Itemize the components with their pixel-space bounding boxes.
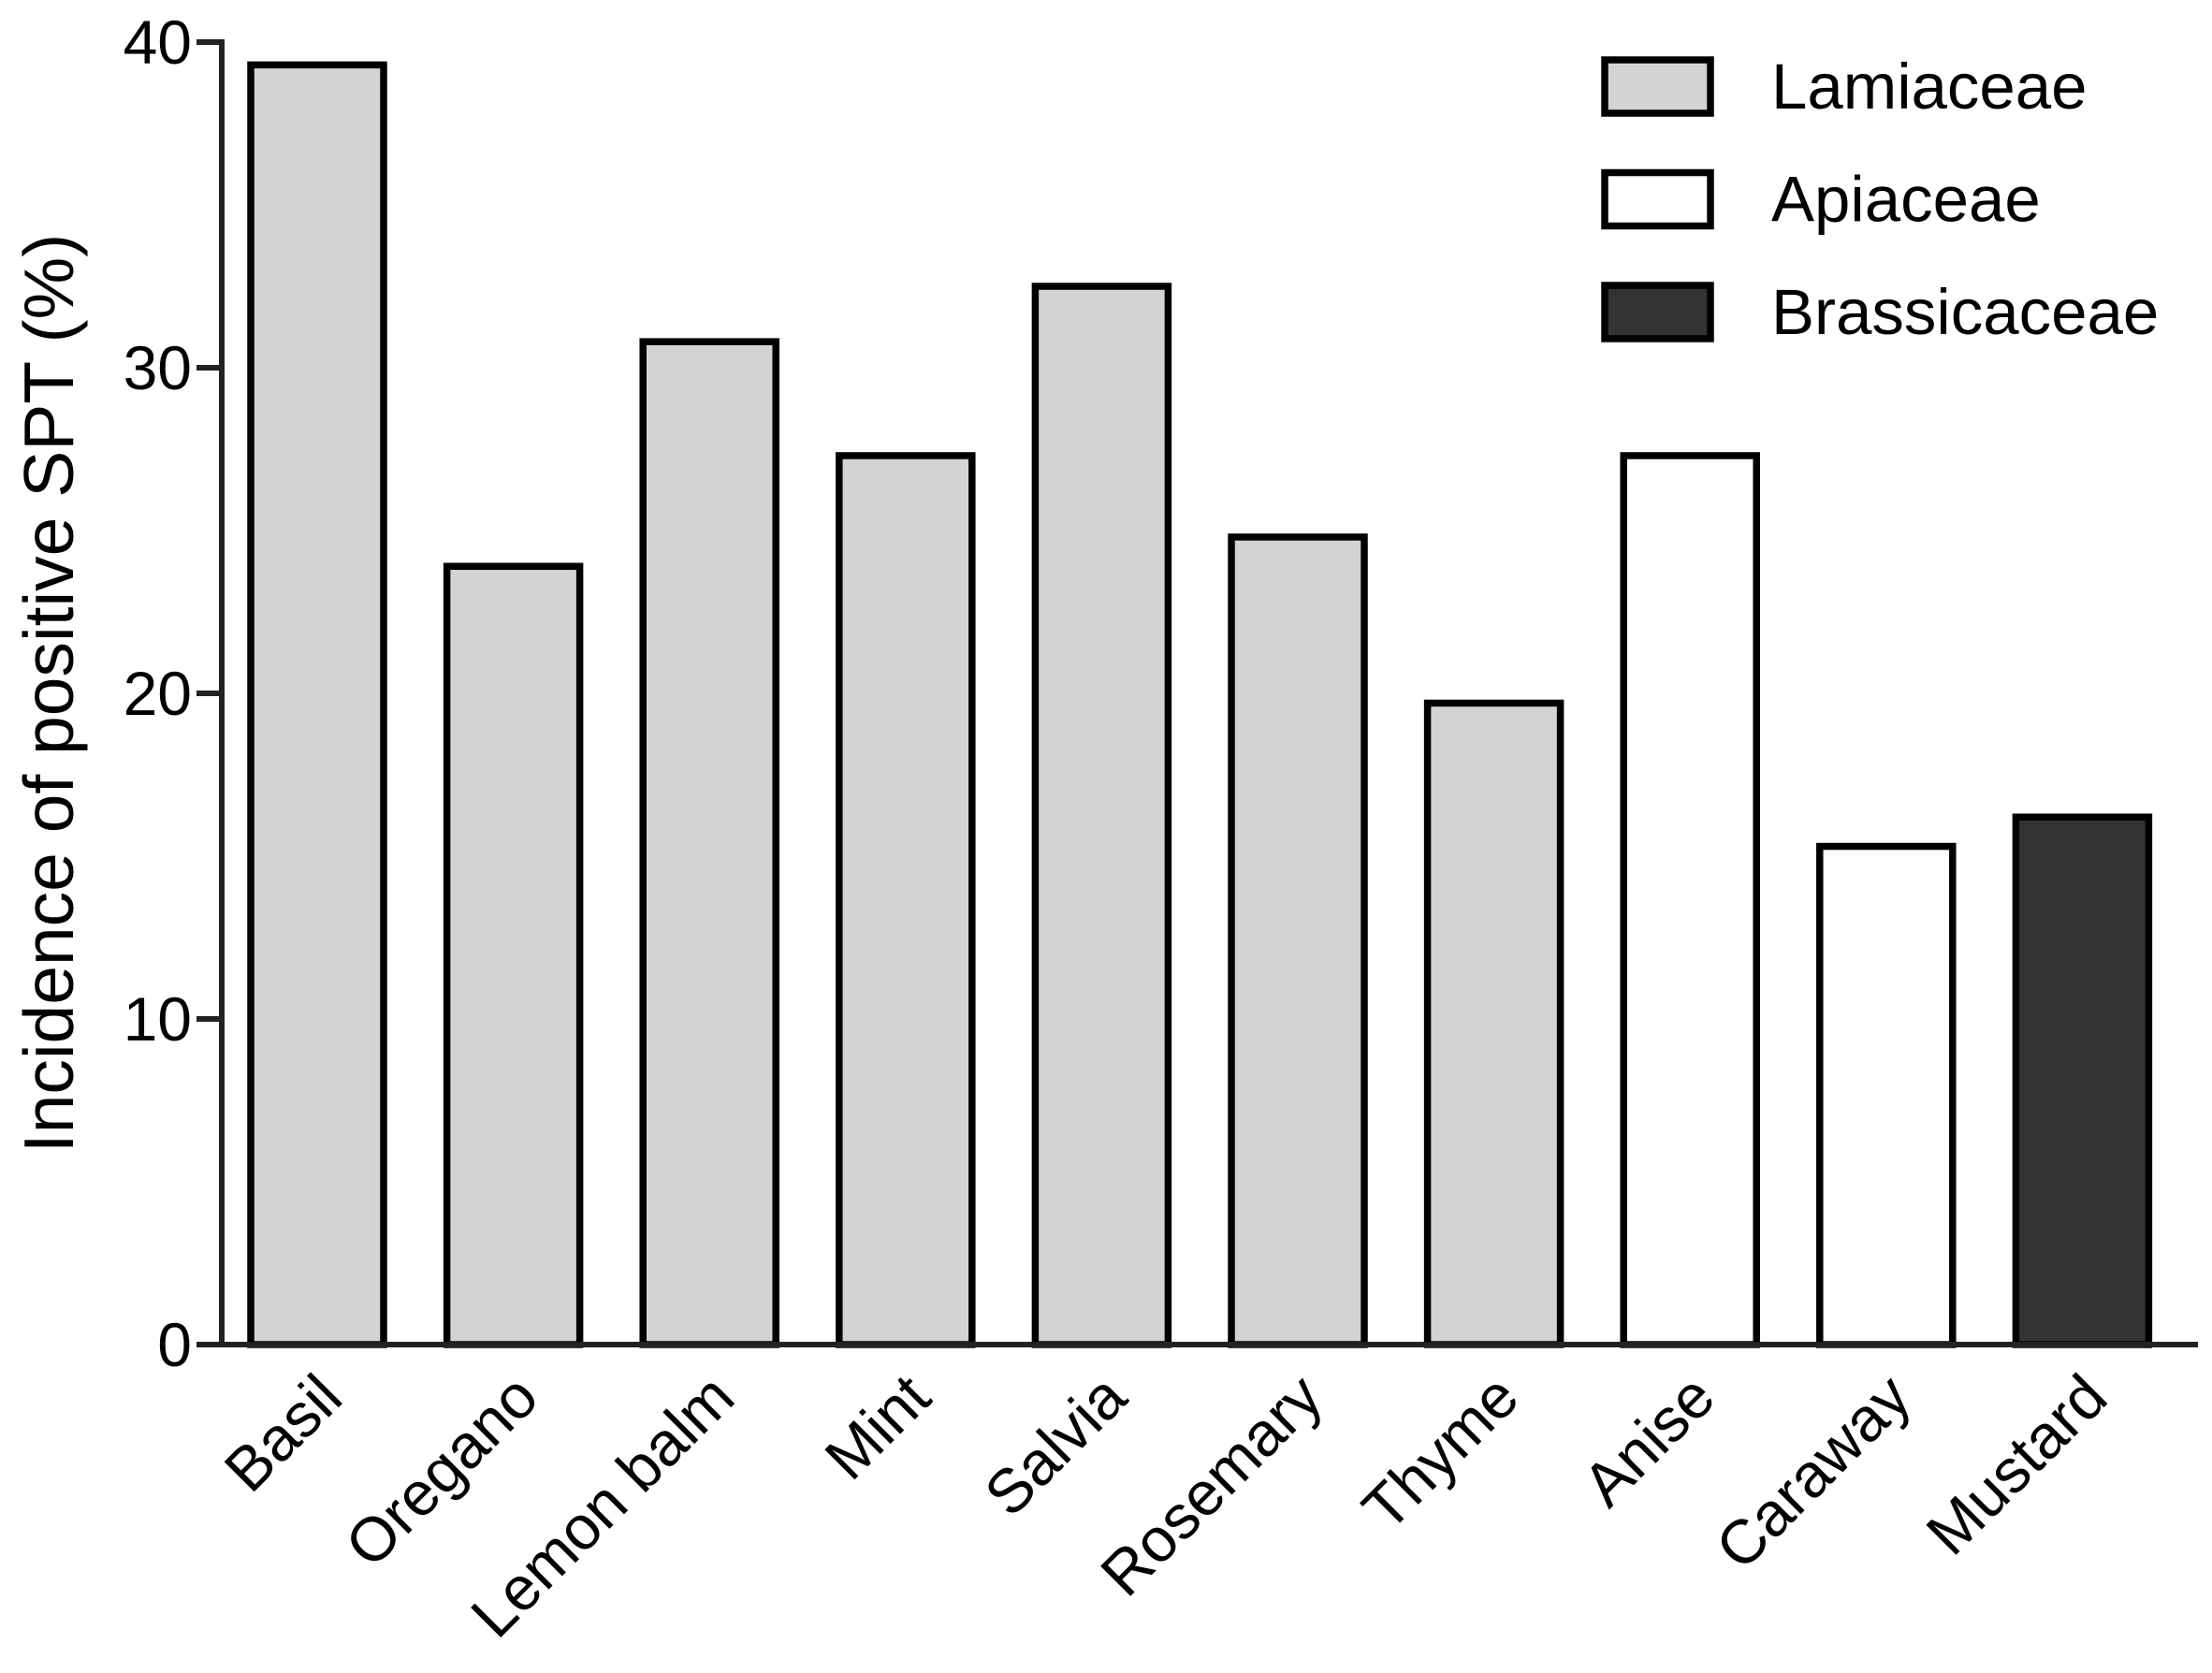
x-tick-label: Mustard: [1913, 1361, 2119, 1568]
y-tick-label: 20: [124, 659, 192, 728]
bar: [2012, 813, 2153, 1348]
x-tick-label: Thyme: [1349, 1361, 1532, 1544]
bar: [1031, 283, 1172, 1348]
legend-label: Apiaceae: [1771, 164, 2041, 236]
x-tick-label: Anise: [1569, 1361, 1727, 1520]
bar: [1620, 452, 1760, 1348]
bar: [443, 562, 584, 1348]
bar: [1423, 699, 1564, 1348]
y-tick-label: 0: [157, 1310, 192, 1379]
y-tick-label: 10: [124, 984, 192, 1054]
x-tick-label: Basil: [211, 1361, 354, 1505]
legend-label: Brassicaceae: [1771, 276, 2159, 348]
y-tick-label: 30: [124, 333, 192, 402]
bar: [639, 338, 779, 1348]
legend-swatch: [1601, 282, 1714, 342]
x-tick-label: Salvia: [971, 1360, 1140, 1529]
x-tick-label: Mint: [811, 1361, 942, 1492]
y-tick-label: 40: [124, 7, 192, 77]
legend-label: Lamiaceae: [1771, 51, 2088, 123]
bar: [1228, 533, 1368, 1348]
legend-swatch: [1601, 56, 1714, 117]
y-axis-label: Incidence of positive SPT (%): [9, 234, 88, 1153]
bar: [836, 452, 976, 1348]
bar: [247, 61, 387, 1348]
legend-swatch: [1601, 168, 1714, 230]
bar: [1816, 842, 1957, 1348]
x-tick-label: Caraway: [1702, 1361, 1923, 1582]
